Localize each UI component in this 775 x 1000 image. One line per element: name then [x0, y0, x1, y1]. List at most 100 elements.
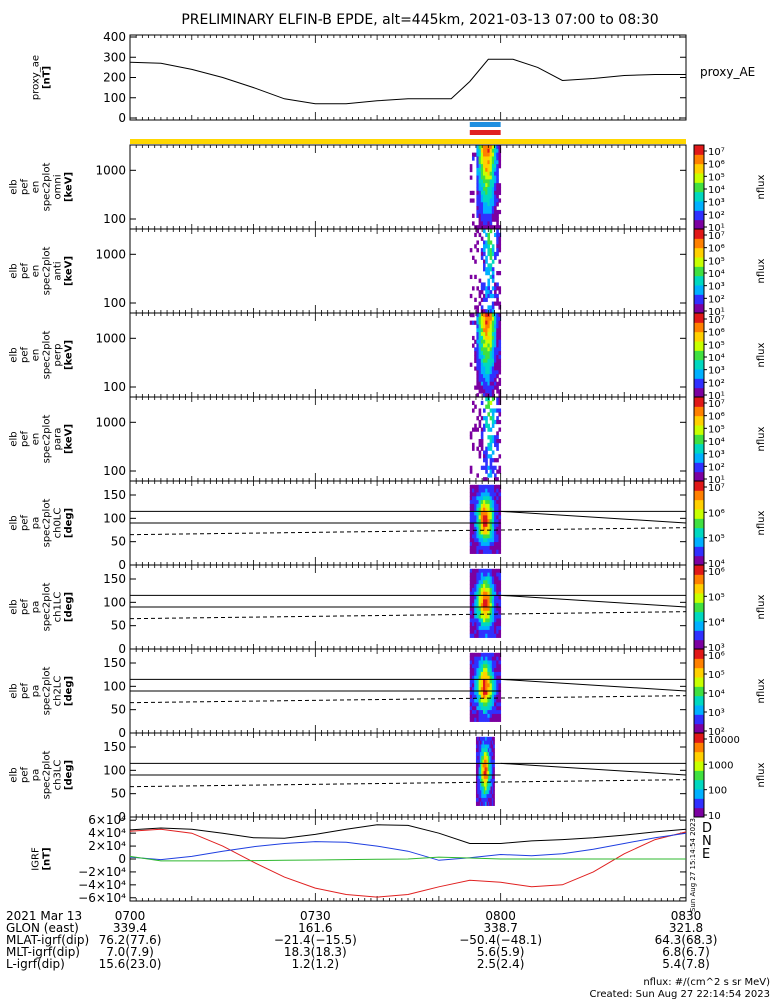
pa-spec-ch0LC-cell [489, 511, 493, 516]
pa-spec-ch3LC-cell [487, 763, 490, 768]
en-spec-perp-cell [485, 313, 488, 318]
pa-spec-ch1LC-cell [491, 595, 495, 600]
pa-spec-ch1LC-cell [498, 572, 502, 577]
pa-spec-ch3LC-cell [491, 794, 494, 799]
pa-spec-ch1LC-cell [471, 587, 475, 593]
en-spec-omni-cell [487, 217, 491, 222]
pa-spec-ch3LC-cell [475, 794, 478, 799]
pa-spec-ch3LC-cell [493, 740, 495, 745]
pa-spec-ch2LC-cell [483, 664, 486, 669]
pa-spec-ch3LC-cell [483, 778, 486, 784]
pa-spec-ch2LC-cell [469, 668, 473, 673]
colorbar-segment [694, 546, 704, 557]
pa-spec-ch1LC-cell [489, 607, 493, 612]
pa-spec-ch2LC-cell [491, 710, 495, 715]
en-spec-anti-cell [489, 248, 493, 253]
en-spec-anti-cell [485, 286, 488, 291]
pa-spec-ch3LC-cell [479, 748, 482, 753]
pa-spec-ch0LC-cell [478, 511, 482, 516]
pa-spec-ch2LC-cell [471, 679, 475, 684]
en-spec-para-cell [487, 465, 491, 470]
en-spec-perp-cell [498, 313, 502, 318]
xaxis-tick-value: 76.2(77.6) [99, 933, 162, 947]
pa-spec-ch2LC-cell [489, 717, 493, 722]
colorbar-segment [694, 761, 704, 771]
pa-spec-ch0LC-cell [478, 496, 482, 501]
en-spec-omni-cell [485, 164, 488, 169]
en-spec-perp-cell [476, 320, 480, 325]
pa-spec-ch2LC-cell [476, 671, 480, 677]
en-spec-omni-cell [480, 179, 484, 184]
en-spec-anti-cell [480, 248, 484, 253]
figure-title: PRELIMINARY ELFIN-B EPDE, alt=445km, 202… [181, 12, 658, 28]
pa-spec-ch1LC-cell [480, 591, 484, 596]
pa-spec-ch0LC-cell [498, 526, 502, 532]
pa-spec-ch0LC-cell [489, 538, 493, 543]
pa-spec-ch0LC-cell [485, 530, 488, 535]
colorbar-segment [694, 210, 704, 221]
pa-spec-ch0LC-cell [485, 538, 488, 543]
en-spec-para-cell [480, 446, 484, 451]
pa-spec-ch1LC-cell [483, 626, 486, 631]
pa-spec-ch2LC-cell [491, 706, 495, 711]
pa-spec-ch1LC-cell [496, 572, 499, 577]
pa-spec-ch3LC-cell [487, 794, 490, 799]
en-spec-perp-cell [476, 358, 480, 364]
en-spec-omni-cell [496, 213, 499, 218]
pa-spec-ch0LC-ylabel-line: ch0LC [53, 508, 64, 539]
en-spec-perp-cell [485, 370, 488, 375]
en-spec-perp-cell [494, 358, 497, 364]
pa-spec-ch3LC-cell [490, 763, 493, 768]
en-spec-para-colorbar-tick-label: 10⁶ [708, 412, 725, 423]
en-spec-perp-colorbar-tick-label: 10¹ [708, 391, 725, 402]
en-spec-para-cell [483, 450, 486, 455]
igrf-legend-N: N [702, 834, 712, 849]
en-spec-anti-cell [491, 259, 495, 264]
en-spec-anti-cell [494, 255, 497, 260]
en-spec-para-cell [489, 469, 493, 474]
en-spec-omni-cell [496, 160, 499, 165]
en-spec-omni-cell [487, 198, 491, 203]
pa-spec-ch0LC-cell [478, 484, 482, 490]
en-spec-anti-cell [487, 286, 491, 291]
en-spec-perp-cell [483, 339, 486, 344]
en-spec-para-colorbar-tick-label: 10⁴ [708, 437, 725, 448]
pa-spec-ch3LC-cell [477, 748, 480, 753]
en-spec-omni-cell [476, 206, 480, 211]
en-spec-omni-cell [478, 198, 482, 203]
en-spec-omni-cell [496, 164, 499, 169]
en-spec-perp-cell [478, 370, 482, 375]
pa-spec-ch2LC-cell [496, 710, 499, 715]
pa-spec-ch2LC-cell [483, 652, 486, 658]
en-spec-para-cell [491, 465, 495, 470]
colorbar-segment [694, 499, 704, 510]
pa-spec-ch1LC-cell [478, 618, 482, 623]
pa-spec-ch3LC-colorbar-tick-label: 1000 [708, 760, 733, 771]
en-spec-omni-cell [487, 183, 491, 188]
en-spec-para-cell [489, 427, 493, 432]
pa-spec-ch1LC-cell [498, 607, 502, 612]
en-spec-para-cell [494, 458, 497, 463]
en-spec-omni-cell [487, 187, 491, 192]
en-spec-anti-cell [487, 232, 491, 238]
xaxis-tick-value: 15.6(23.0) [99, 957, 162, 971]
en-spec-perp-cell [494, 313, 497, 318]
pa-spec-ch2LC-cell [471, 706, 475, 711]
pa-spec-ch3LC-ytick-label: 50 [111, 787, 126, 801]
en-spec-para-cell [494, 435, 497, 440]
en-spec-para-cell [471, 442, 475, 448]
pa-spec-ch1LC-cell [480, 568, 484, 574]
en-spec-perp-cell [496, 355, 499, 360]
pa-spec-ch3LC-cell [487, 744, 490, 749]
pa-spec-ch0LC-cell [483, 538, 486, 543]
pa-spec-ch1LC-cell [469, 610, 473, 616]
en-spec-para-cell [478, 442, 482, 448]
en-spec-anti-cell [491, 305, 495, 310]
pa-spec-ch0LC-cell [498, 496, 502, 501]
en-spec-para-colorbar-tick-label: 10² [708, 462, 725, 473]
en-spec-perp-cell [494, 370, 497, 375]
pa-spec-ch3LC-cell [475, 755, 478, 761]
en-spec-para-cell [485, 404, 488, 409]
en-spec-perp-cell [489, 339, 493, 344]
pa-spec-ch0LC-cell [491, 507, 495, 512]
